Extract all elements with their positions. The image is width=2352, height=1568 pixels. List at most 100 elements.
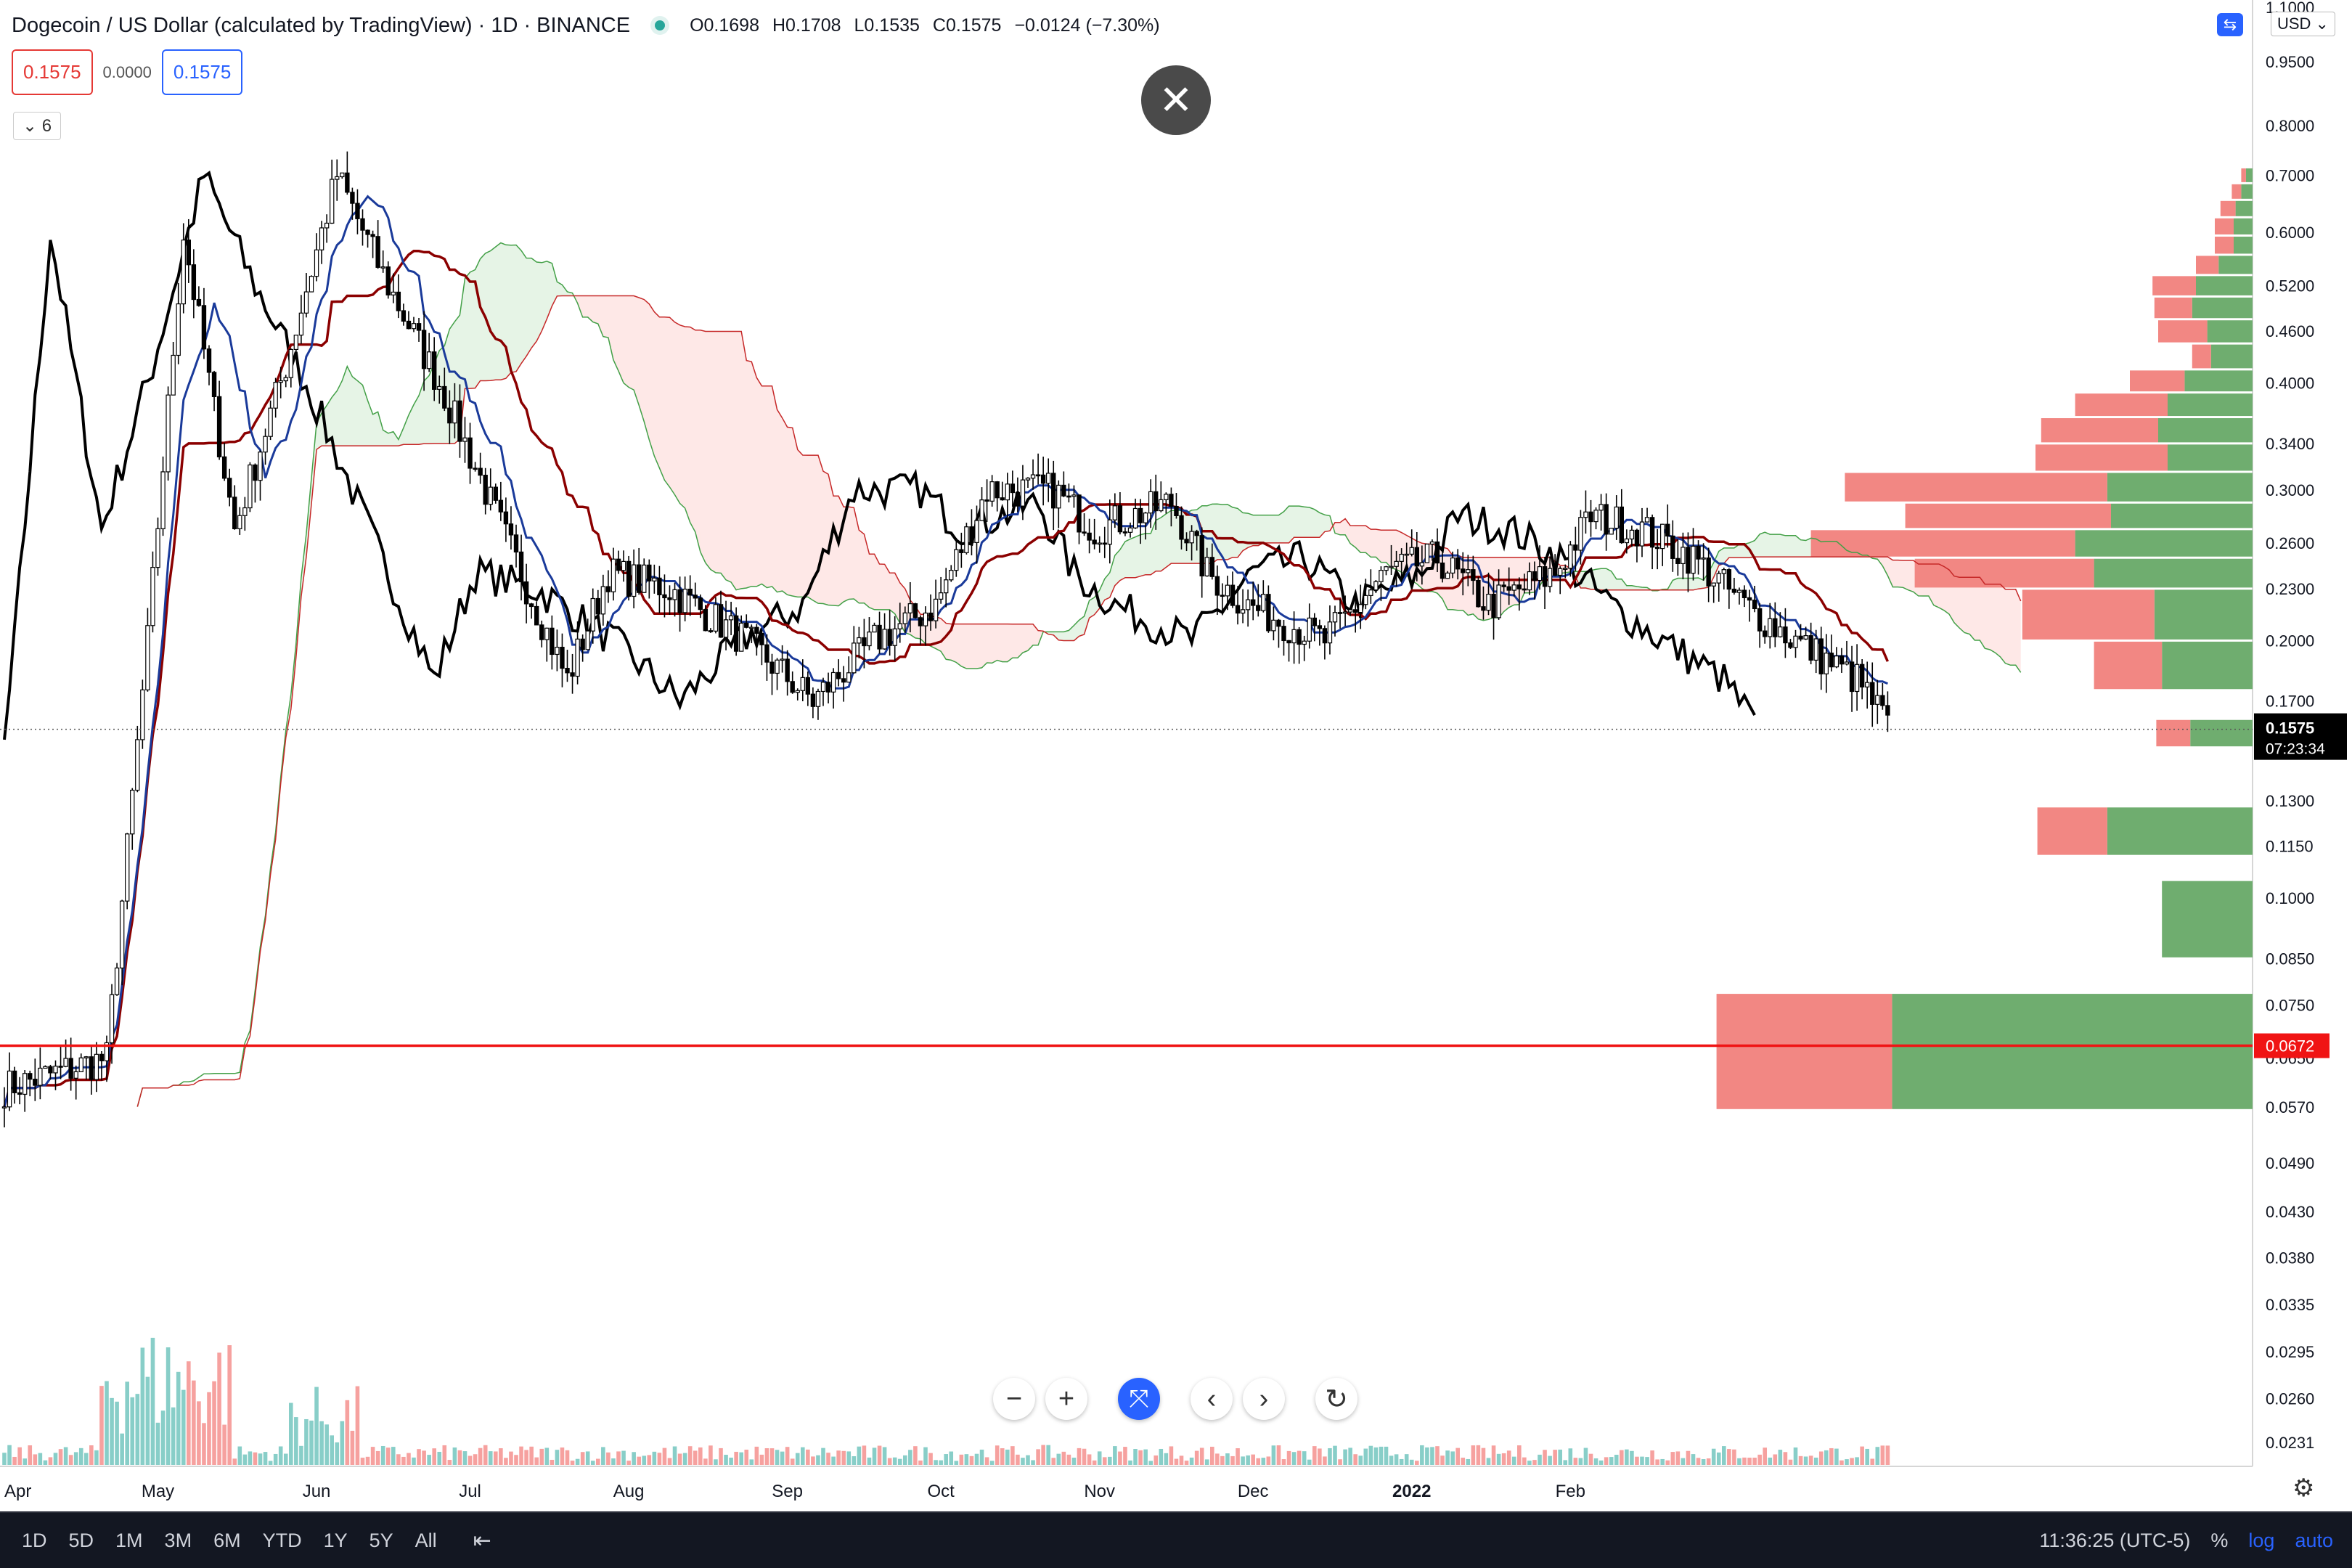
volume-bar xyxy=(709,1445,713,1465)
volume-bar xyxy=(1660,1458,1665,1465)
volume-bar xyxy=(1870,1458,1875,1465)
candle-body xyxy=(1061,484,1066,497)
volume-bar xyxy=(253,1452,258,1465)
cloud-segment xyxy=(500,242,506,380)
candle-body xyxy=(1481,606,1486,611)
symbol-title[interactable]: Dogecoin / US Dollar (calculated by Trad… xyxy=(12,13,631,37)
percent-toggle[interactable]: % xyxy=(2210,1529,2229,1551)
candle-body xyxy=(314,249,319,277)
cloud-segment xyxy=(659,317,665,481)
cloud-segment xyxy=(833,496,839,606)
time-axis[interactable]: Apr May Jun Jul Aug Sep Oct Nov Dec 2022 Feb xyxy=(4,1482,1585,1501)
zoom-in-button[interactable]: + xyxy=(1045,1378,1087,1420)
volume-bar xyxy=(442,1445,447,1465)
range-5y[interactable]: 5Y xyxy=(369,1529,393,1551)
volume-bar xyxy=(1517,1445,1522,1465)
cloud-segment xyxy=(746,360,752,588)
cloud-segment xyxy=(1606,568,1612,590)
range-1d[interactable]: 1D xyxy=(22,1529,47,1551)
currency-select[interactable]: USD ⌄ xyxy=(2271,12,2335,36)
cloud-segment xyxy=(1887,557,1893,587)
auto-toggle[interactable]: auto xyxy=(2295,1529,2333,1551)
volume-bar xyxy=(606,1452,611,1465)
cloud-segment xyxy=(1319,513,1325,538)
volume-bar xyxy=(775,1450,780,1465)
profile-down-bar xyxy=(2041,418,2158,443)
gear-icon[interactable]: ⚙ xyxy=(2292,1474,2315,1502)
cloud-segment xyxy=(1156,517,1161,571)
candle-body xyxy=(1077,494,1082,533)
cloud-segment xyxy=(1135,534,1141,578)
candle-body xyxy=(1736,589,1742,593)
date-range-icon[interactable]: ⇤ xyxy=(473,1528,491,1553)
refresh-button[interactable]: ↻ xyxy=(1315,1378,1357,1420)
cloud-segment xyxy=(383,430,388,446)
range-6m[interactable]: 6M xyxy=(213,1529,241,1551)
cloud-segment xyxy=(1258,515,1264,546)
candle-body xyxy=(1629,529,1635,540)
candle-body xyxy=(1665,523,1670,537)
candle-body xyxy=(800,677,805,691)
cloud-segment xyxy=(470,269,475,389)
cloud-segment xyxy=(838,496,844,606)
scroll-left-button[interactable]: ‹ xyxy=(1191,1378,1233,1420)
range-5d[interactable]: 5D xyxy=(68,1529,94,1551)
candle-body xyxy=(1276,619,1281,627)
cloud-segment xyxy=(1728,547,1734,558)
volume-bar xyxy=(1005,1449,1010,1465)
cloud-segment xyxy=(1007,624,1013,662)
volume-bar xyxy=(1476,1445,1481,1465)
chart-header: Dogecoin / US Dollar (calculated by Trad… xyxy=(0,0,2250,51)
cloud-segment xyxy=(854,507,859,603)
log-toggle[interactable]: log xyxy=(2248,1529,2275,1551)
range-ytd[interactable]: YTD xyxy=(262,1529,302,1551)
cloud-segment xyxy=(1995,584,2001,657)
cloud-segment xyxy=(1191,510,1197,564)
cloud-segment xyxy=(1596,568,1601,590)
range-1y[interactable]: 1Y xyxy=(323,1529,348,1551)
volume-bar xyxy=(355,1386,360,1465)
legend-value-red[interactable]: 0.1575 xyxy=(12,49,93,95)
reset-scale-button[interactable]: ⤧ xyxy=(1118,1378,1160,1420)
range-1m[interactable]: 1M xyxy=(115,1529,143,1551)
volume-bar xyxy=(1097,1451,1102,1465)
candle-body xyxy=(1347,609,1353,613)
time-tick-label: Jun xyxy=(303,1482,331,1501)
clock-time[interactable]: 11:36:25 (UTC-5) xyxy=(2039,1529,2191,1551)
cloud-segment xyxy=(562,285,568,296)
legend-value-blue[interactable]: 0.1575 xyxy=(161,49,243,95)
candle-body xyxy=(401,310,407,322)
price-axis[interactable]: 1.10000.95000.80000.70000.60000.52000.46… xyxy=(2254,0,2347,1452)
volume-bar xyxy=(677,1453,682,1465)
legend-collapse-button[interactable]: ⌄ 6 xyxy=(13,112,62,140)
volume-bar xyxy=(1593,1458,1598,1465)
scroll-right-button[interactable]: › xyxy=(1243,1378,1285,1420)
volume-bar xyxy=(550,1459,555,1465)
candle-body xyxy=(1066,495,1071,498)
range-all[interactable]: All xyxy=(415,1529,437,1551)
volume-bar xyxy=(1885,1445,1890,1465)
volume-bar xyxy=(923,1447,928,1465)
volume-bar xyxy=(1108,1456,1112,1465)
candle-body xyxy=(355,203,360,219)
zoom-out-button[interactable]: − xyxy=(993,1378,1035,1420)
volume-bar xyxy=(1236,1448,1240,1465)
candle-body xyxy=(273,382,278,409)
volume-bar xyxy=(197,1401,201,1465)
profile-down-bar xyxy=(2196,256,2219,274)
cloud-segment xyxy=(1376,529,1381,563)
cloud-segment xyxy=(2015,589,2021,673)
candle-body xyxy=(263,436,268,453)
candle-body xyxy=(335,176,340,180)
cloud-segment xyxy=(807,455,813,600)
volume-bar xyxy=(1614,1454,1619,1465)
close-button[interactable]: ✕ xyxy=(1141,65,1211,135)
compare-icon[interactable]: ⇆ xyxy=(2217,13,2243,36)
candle-body xyxy=(1352,609,1358,613)
volume-bar xyxy=(1461,1458,1466,1465)
cloud-segment xyxy=(1463,557,1469,616)
volume-bar xyxy=(12,1456,17,1465)
candle-body xyxy=(703,608,709,632)
range-3m[interactable]: 3M xyxy=(164,1529,192,1551)
